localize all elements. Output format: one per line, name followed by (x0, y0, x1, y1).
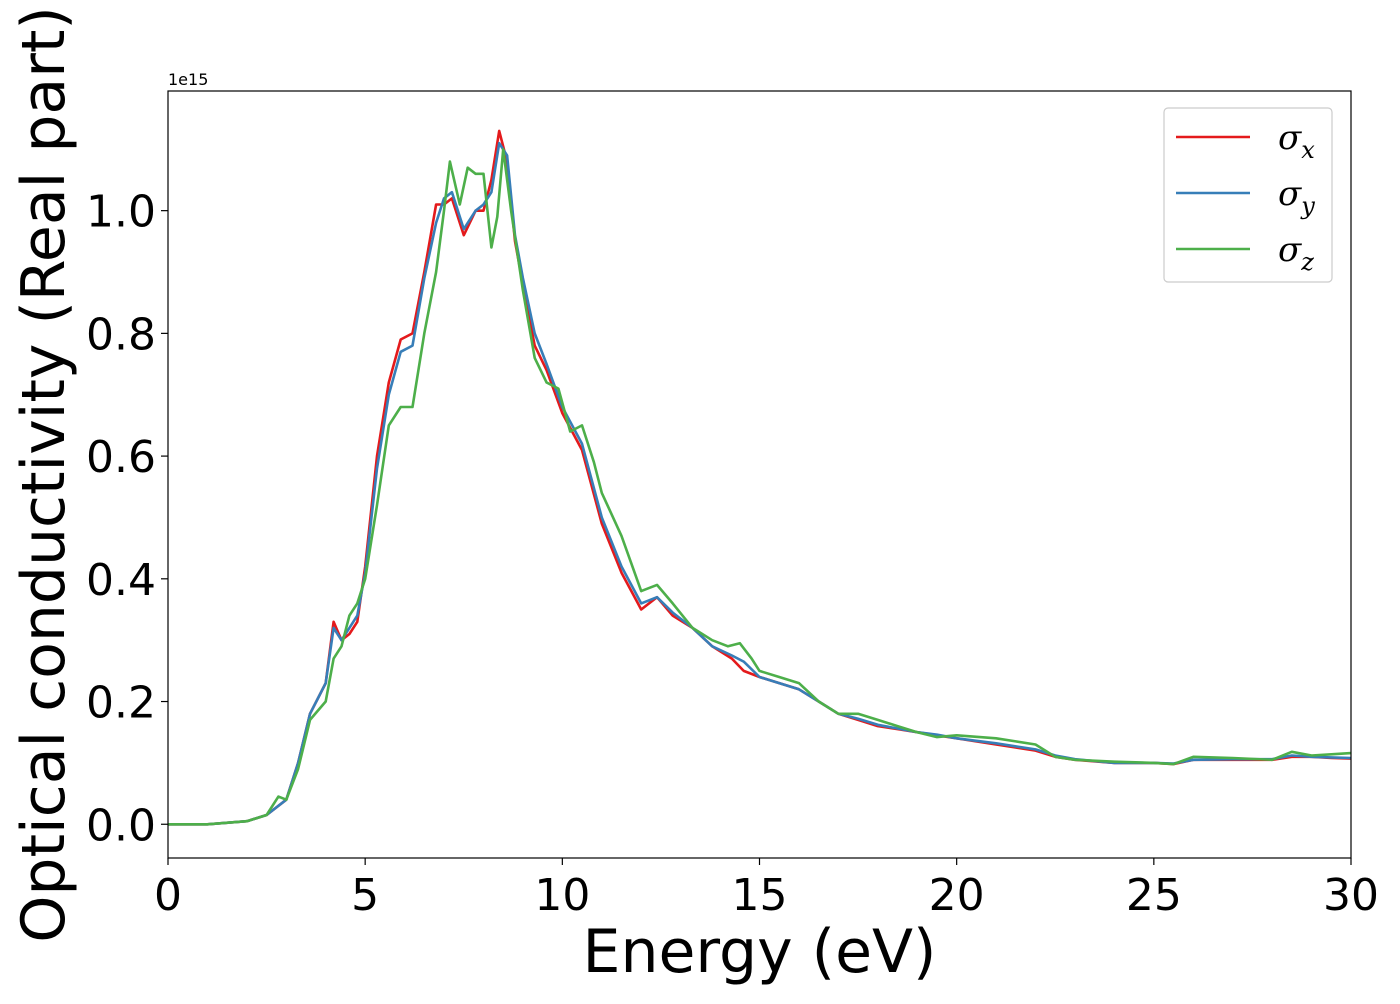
x-tick-label: 20 (929, 870, 985, 921)
legend-box (1163, 107, 1333, 283)
legend-subscript-x: x (1301, 136, 1315, 164)
y-tick-label: 0.0 (86, 800, 156, 851)
series-line-z (168, 148, 1351, 826)
y-offset-label: 1e15 (168, 70, 208, 89)
x-tick-label: 5 (351, 870, 379, 921)
legend-subscript-z: z (1300, 248, 1314, 276)
legend-subscript-y: y (1300, 192, 1315, 220)
y-tick-label: 0.6 (86, 432, 156, 483)
x-tick-label: 0 (154, 870, 182, 921)
y-tick-label: 0.4 (86, 555, 156, 606)
x-axis-title: Energy (eV) (583, 917, 937, 987)
x-tick-label: 30 (1323, 870, 1379, 921)
x-tick-label: 15 (732, 870, 788, 921)
series-lines-layer (168, 129, 1351, 826)
x-tick-label: 25 (1126, 870, 1182, 921)
y-tick-label: 0.2 (86, 678, 156, 729)
y-axis-title: Optical conductivity (Real part) (9, 6, 79, 943)
x-tick-label: 10 (534, 870, 590, 921)
y-tick-label: 0.8 (86, 309, 156, 360)
y-tick-label: 1.0 (86, 187, 156, 238)
ticks-layer: 0 5 10 15 20 25 30 0.0 0.2 0.4 0.6 0.8 1.0 (86, 187, 1379, 921)
